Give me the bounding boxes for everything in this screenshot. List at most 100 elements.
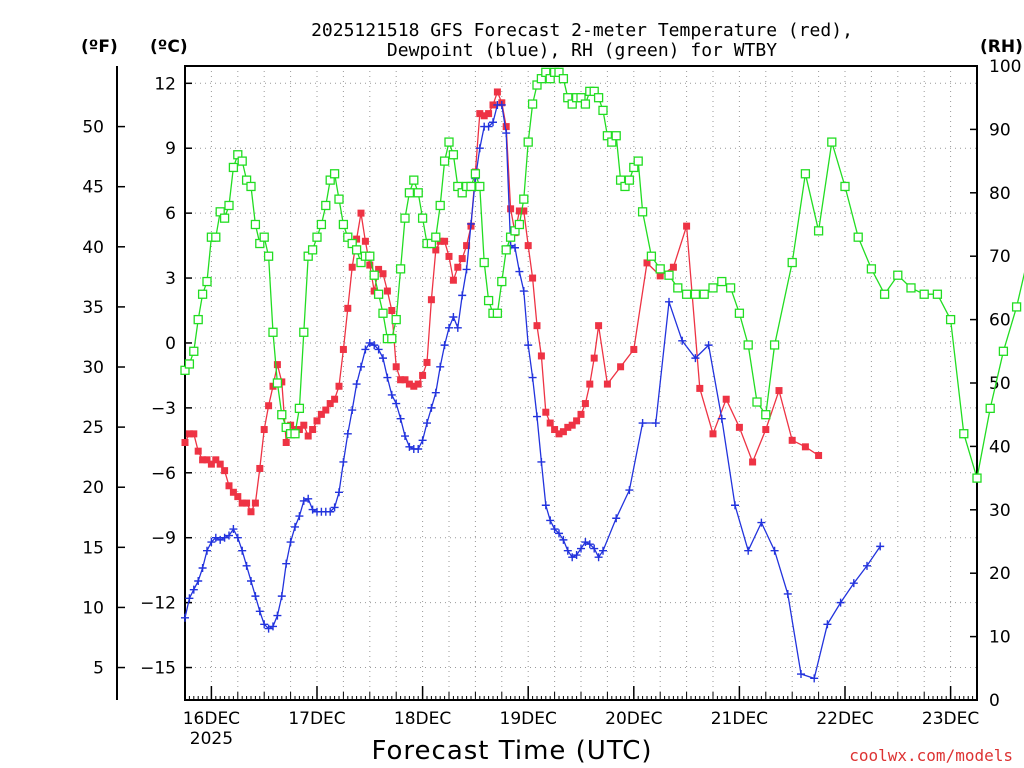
dewpoint-point [401, 432, 409, 441]
rh-tick-label: 0 [989, 691, 1000, 711]
credit-text: coolwx.com/models [849, 746, 1013, 765]
time-tick-label: 23DEC [922, 709, 979, 729]
celsius-unit-label: (ºC) [150, 37, 188, 57]
dewpoint-point [189, 585, 198, 594]
rh-point [752, 397, 762, 407]
rh-point [277, 410, 287, 420]
2-meter-temperature-point [225, 482, 233, 490]
dewpoint-point [533, 412, 541, 421]
dewpoint-point [365, 338, 374, 347]
dewpoint-point [863, 561, 871, 570]
celsius-tick-label: 9 [165, 139, 176, 159]
rh-point [312, 232, 322, 242]
rh-point [307, 245, 318, 255]
2-meter-temperature-point [414, 380, 422, 388]
dewpoint-point [559, 535, 568, 544]
2-meter-temperature-point [529, 274, 537, 282]
rh-point [655, 264, 665, 274]
rh-point [1011, 302, 1022, 312]
dewpoint-point [414, 444, 423, 453]
rh-point [211, 232, 221, 242]
rh-point [699, 289, 709, 299]
rh-point [373, 289, 384, 299]
2-meter-temperature-point [696, 384, 704, 392]
2-meter-temperature-point [722, 395, 730, 403]
chart-title-line-2: Dewpoint (blue), RH (green) for WTBY [387, 40, 777, 61]
2-meter-temperature-point [709, 430, 717, 438]
2-meter-temperature-point [564, 423, 572, 431]
dewpoint-point [770, 546, 779, 555]
2-meter-temperature-point [595, 322, 603, 330]
rh-point [219, 213, 230, 223]
2-meter-temperature-point [326, 400, 334, 408]
dewpoint-point [260, 620, 269, 629]
2-meter-temperature-point [383, 287, 391, 295]
rh-point [787, 257, 797, 268]
dewpoint-point [546, 516, 555, 525]
dewpoint-point [541, 501, 550, 510]
rh-point [237, 156, 247, 166]
dewpoint-point [568, 553, 577, 562]
dewpoint-point [524, 341, 533, 350]
2-meter-temperature-point [485, 110, 493, 118]
rh-point [761, 410, 771, 420]
rh-point [391, 314, 401, 325]
dewpoint-point [427, 403, 436, 412]
time-tick-sublabel: 2025 [190, 729, 233, 749]
rh-point [497, 276, 507, 287]
celsius-tick-label: 0 [165, 334, 176, 354]
rh-point [866, 264, 877, 274]
2-meter-temperature-point [357, 209, 365, 217]
2-meter-temperature-point [603, 380, 611, 388]
dewpoint-point [612, 514, 621, 523]
2-meter-temperature-point [243, 499, 251, 507]
2-meter-temperature-point [313, 417, 321, 425]
rh-point [725, 283, 736, 293]
rh-tick-label: 40 [989, 437, 1011, 457]
celsius-tick-label: 12 [154, 74, 176, 94]
2-meter-temperature-point [401, 376, 409, 384]
rh-point [444, 137, 454, 147]
rh-tick-label: 80 [989, 184, 1011, 204]
time-tick-label: 22DEC [816, 709, 873, 729]
2-meter-temperature-point [212, 456, 220, 464]
dewpoint-point [550, 525, 559, 534]
dewpoint-point [194, 576, 203, 585]
dewpoint-point [374, 345, 383, 354]
dewpoint-point [511, 243, 519, 252]
dewpoint-point [242, 561, 251, 570]
dewpoint-point [497, 100, 506, 109]
dewpoint-point [797, 670, 805, 679]
fahrenheit-tick-label: 5 [93, 659, 104, 679]
2-meter-temperature-point [229, 488, 237, 496]
2-meter-temperature-point [375, 265, 383, 273]
2-meter-temperature-point [300, 421, 308, 429]
time-tick-label: 19DEC [500, 709, 557, 729]
2-meter-temperature-point [476, 110, 484, 118]
rh-point [351, 245, 362, 255]
rh-point [338, 219, 349, 230]
dewpoint-point [198, 564, 207, 573]
dewpoint-point [238, 546, 247, 555]
2-meter-temperature-point [489, 101, 497, 109]
rh-point [972, 473, 982, 483]
2-meter-temperature-point [683, 222, 691, 230]
chart-title-line-1: 2025121518 GFS Forecast 2-meter Temperat… [311, 20, 853, 41]
dewpoint-point [731, 501, 739, 510]
2-meter-temperature-point [344, 304, 352, 312]
2-meter-temperature-point [234, 493, 242, 501]
chart-title: 2025121518 GFS Forecast 2-meter Temperat… [311, 20, 853, 61]
2-meter-temperature-point [555, 430, 563, 438]
dewpoint-point [810, 674, 819, 683]
rh-point [580, 99, 591, 109]
dewpoint-point [431, 388, 440, 397]
2-meter-temperature-point [379, 270, 387, 278]
rh-point [945, 314, 956, 325]
rh-point [527, 99, 538, 109]
2-meter-temperature-point [441, 237, 449, 245]
rh-point [998, 346, 1009, 356]
dewpoint-point [357, 362, 365, 371]
celsius-tick-label: −6 [151, 464, 176, 484]
celsius-tick-label: 3 [165, 269, 176, 289]
rh-point [413, 188, 423, 198]
